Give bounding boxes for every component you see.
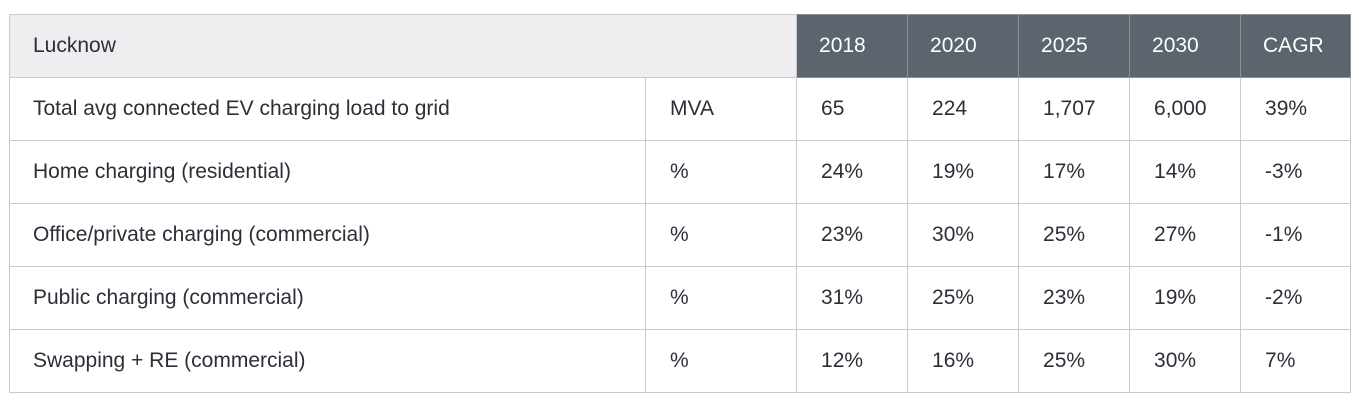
row-unit: %: [644, 329, 798, 393]
ev-charging-load-table: Lucknow 2018 2020 2025 2030 CAGR Total a…: [8, 14, 1352, 393]
row-label: Public charging (commercial): [9, 266, 646, 330]
cell-cagr: -3%: [1240, 140, 1352, 204]
table-row: Office/private charging (commercial) % 2…: [9, 203, 1352, 267]
cell-2020: 19%: [907, 140, 1020, 204]
row-label: Swapping + RE (commercial): [9, 329, 646, 393]
cell-2025: 1,707: [1018, 77, 1131, 141]
cell-2025: 23%: [1018, 266, 1131, 330]
row-label: Office/private charging (commercial): [9, 203, 646, 267]
row-unit: %: [644, 266, 798, 330]
cell-2020: 30%: [907, 203, 1020, 267]
row-label: Home charging (residential): [9, 140, 646, 204]
cell-cagr: 7%: [1240, 329, 1352, 393]
cell-cagr: 39%: [1240, 77, 1352, 141]
cell-2018: 23%: [796, 203, 909, 267]
cell-2025: 25%: [1018, 329, 1131, 393]
column-header-2018: 2018: [796, 14, 909, 78]
row-unit: %: [644, 203, 798, 267]
cell-2030: 27%: [1129, 203, 1242, 267]
region-header: Lucknow: [8, 14, 798, 78]
cell-2018: 31%: [796, 266, 909, 330]
cell-2018: 12%: [796, 329, 909, 393]
column-header-2030: 2030: [1129, 14, 1242, 78]
cell-2020: 25%: [907, 266, 1020, 330]
table-row: Home charging (residential) % 24% 19% 17…: [9, 140, 1352, 204]
cell-2018: 65: [796, 77, 909, 141]
table-body: Total avg connected EV charging load to …: [9, 77, 1352, 393]
row-unit: MVA: [644, 77, 798, 141]
table-row: Public charging (commercial) % 31% 25% 2…: [9, 266, 1352, 330]
column-header-2025: 2025: [1018, 14, 1131, 78]
table-row: Swapping + RE (commercial) % 12% 16% 25%…: [9, 329, 1352, 393]
header-row: Lucknow 2018 2020 2025 2030 CAGR: [8, 14, 1352, 78]
column-header-2020: 2020: [907, 14, 1020, 78]
cell-2018: 24%: [796, 140, 909, 204]
table-row: Total avg connected EV charging load to …: [9, 77, 1352, 141]
row-unit: %: [644, 140, 798, 204]
cell-2030: 30%: [1129, 329, 1242, 393]
cell-2030: 19%: [1129, 266, 1242, 330]
table-header: Lucknow 2018 2020 2025 2030 CAGR: [8, 14, 1352, 78]
cell-2030: 6,000: [1129, 77, 1242, 141]
column-header-cagr: CAGR: [1240, 14, 1352, 78]
row-label: Total avg connected EV charging load to …: [9, 77, 646, 141]
cell-2025: 17%: [1018, 140, 1131, 204]
cell-cagr: -2%: [1240, 266, 1352, 330]
cell-cagr: -1%: [1240, 203, 1352, 267]
cell-2030: 14%: [1129, 140, 1242, 204]
cell-2025: 25%: [1018, 203, 1131, 267]
cell-2020: 224: [907, 77, 1020, 141]
cell-2020: 16%: [907, 329, 1020, 393]
